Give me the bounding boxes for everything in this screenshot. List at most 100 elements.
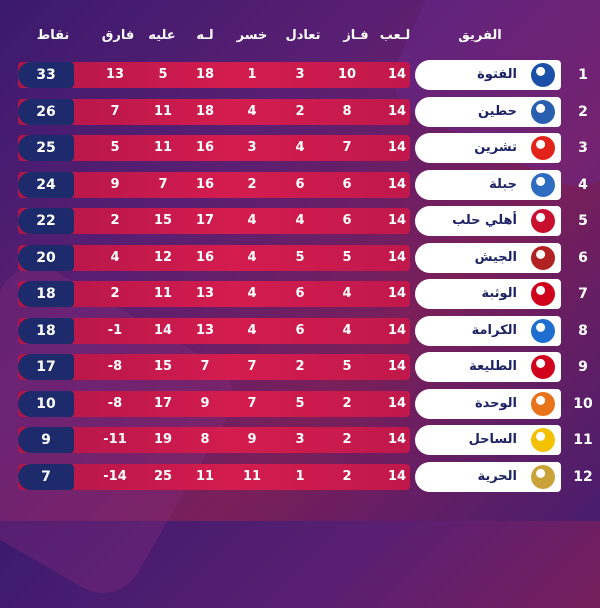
played-cell: 14 (387, 140, 407, 155)
lost-cell: 4 (247, 286, 257, 301)
draw-cell: 2 (295, 359, 305, 374)
team-logo-icon (531, 355, 555, 379)
team-cell: تشرين (415, 133, 561, 163)
lost-cell: 4 (247, 103, 257, 119)
row-bar (18, 354, 410, 380)
team-cell: الفتوة (415, 60, 561, 90)
table-header: نقاط فارق عليه لـه خسر تعادل فـاز لـعب ا… (0, 28, 600, 50)
row-bar (18, 281, 410, 307)
lost-cell: 1 (247, 67, 257, 82)
points-cell: 18 (18, 281, 74, 307)
row-bar (18, 390, 410, 417)
against-cell: 5 (158, 67, 168, 82)
table-row: 10 -8 17 9 7 5 2 14 الوحدة 10 (18, 388, 593, 419)
table-row: 7 -14 25 11 11 1 2 14 الحرية 12 (18, 461, 593, 492)
header-for: لـه (196, 28, 214, 43)
diff-cell: -8 (107, 359, 123, 374)
points-cell: 24 (18, 171, 74, 198)
played-cell: 14 (387, 286, 407, 301)
row-bar (18, 171, 410, 198)
lost-cell: 7 (247, 395, 257, 411)
rank-number: 3 (578, 140, 588, 156)
rank-number: 12 (573, 468, 593, 485)
team-name: الحرية (477, 468, 517, 484)
row-bar (18, 244, 410, 271)
team-name: الوثبة (481, 286, 517, 301)
draw-cell: 2 (295, 103, 305, 119)
team-cell: الوثبة (415, 279, 561, 309)
lost-cell: 7 (247, 359, 257, 374)
team-name: الوحدة (474, 395, 517, 411)
table-row: 22 2 15 17 4 4 6 14 أهلي حلب 5 (18, 206, 588, 236)
played-cell: 14 (387, 213, 407, 228)
team-name: الفتوة (477, 67, 517, 82)
diff-cell: 9 (110, 176, 120, 192)
won-cell: 6 (342, 176, 352, 192)
team-logo-icon (531, 245, 555, 270)
rank-number: 2 (578, 103, 588, 120)
played-cell: 14 (387, 359, 407, 374)
team-logo-icon (531, 428, 555, 452)
team-logo-icon (531, 136, 555, 160)
team-name: حطين (477, 103, 517, 119)
points-cell: 7 (18, 463, 74, 490)
won-cell: 2 (342, 395, 352, 411)
points-cell: 20 (18, 244, 74, 271)
points-cell: 18 (18, 317, 74, 344)
header-won: فـاز (343, 28, 369, 43)
played-cell: 14 (387, 67, 407, 82)
team-cell: الطليعة (415, 352, 561, 382)
played-cell: 14 (387, 322, 407, 338)
played-cell: 14 (387, 103, 407, 119)
against-cell: 25 (153, 468, 173, 484)
table-row: 18 -1 14 13 4 6 4 14 الكرامة 8 (18, 315, 588, 346)
table-row: 26 7 11 18 4 2 8 14 حطين 2 (18, 96, 588, 127)
diff-cell: -8 (107, 395, 123, 411)
for-cell: 16 (195, 140, 215, 155)
rank-number: 1 (578, 67, 588, 83)
team-cell: الجيش (415, 242, 561, 273)
table-row: 20 4 12 16 4 5 5 14 الجيش 6 (18, 242, 588, 273)
for-cell: 8 (200, 432, 210, 447)
for-cell: 18 (195, 103, 215, 119)
diff-cell: -14 (103, 468, 127, 484)
rank-number: 6 (578, 249, 588, 266)
rank-number: 5 (578, 213, 588, 229)
won-cell: 7 (342, 140, 352, 155)
table-row: 17 -8 15 7 7 2 5 14 الطليعة 9 (18, 352, 588, 382)
lost-cell: 4 (247, 249, 257, 265)
lost-cell: 11 (242, 468, 262, 484)
team-name: الكرامة (471, 322, 517, 338)
rank-number: 10 (573, 395, 593, 412)
against-cell: 12 (153, 249, 173, 265)
points-cell: 9 (18, 427, 74, 453)
team-logo-icon (531, 209, 555, 233)
won-cell: 2 (342, 468, 352, 484)
team-logo-icon (531, 172, 555, 197)
row-bar (18, 98, 410, 125)
won-cell: 10 (337, 67, 357, 82)
row-bar (18, 62, 410, 88)
against-cell: 15 (153, 213, 173, 228)
for-cell: 11 (195, 468, 215, 484)
header-lost: خسر (236, 28, 268, 43)
lost-cell: 3 (247, 140, 257, 155)
team-cell: الوحدة (415, 388, 561, 419)
team-name: أهلي حلب (452, 213, 517, 228)
table-row: 9 -11 19 8 9 3 2 14 الساحل 11 (18, 425, 593, 455)
team-logo-icon (531, 391, 555, 416)
played-cell: 14 (387, 468, 407, 484)
team-cell: جبلة (415, 169, 561, 200)
lost-cell: 4 (247, 213, 257, 228)
lost-cell: 4 (247, 322, 257, 338)
team-name: جبلة (489, 176, 517, 192)
table-row: 33 13 5 18 1 3 10 14 الفتوة 1 (18, 60, 588, 90)
team-logo-icon (531, 464, 555, 489)
team-cell: حطين (415, 96, 561, 127)
for-cell: 16 (195, 176, 215, 192)
for-cell: 9 (200, 395, 210, 411)
team-name: الساحل (468, 432, 517, 447)
for-cell: 13 (195, 322, 215, 338)
team-logo-icon (531, 318, 555, 343)
header-points: نقاط (36, 28, 70, 43)
